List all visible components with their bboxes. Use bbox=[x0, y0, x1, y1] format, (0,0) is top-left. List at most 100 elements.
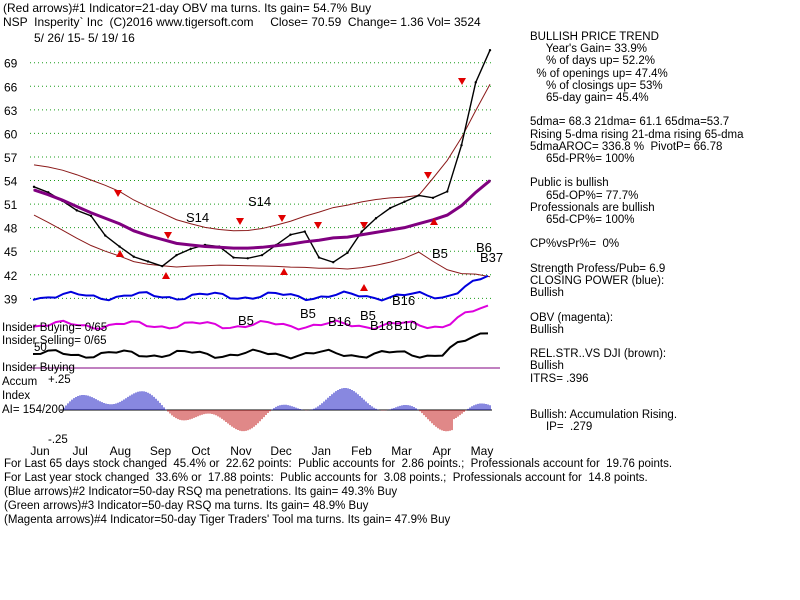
buy-arrow-icon bbox=[430, 218, 438, 225]
stats-line: 5dma= 68.3 21dma= 61.1 65dma=53.7 bbox=[530, 116, 730, 129]
ma-point bbox=[474, 191, 477, 194]
buy-arrow-icon bbox=[162, 272, 170, 279]
x-tick-label: Feb bbox=[351, 444, 372, 458]
y-tick-label: 69 bbox=[4, 57, 18, 71]
ai-label: AI= 154/200 bbox=[2, 404, 65, 416]
buy-arrow-icon bbox=[360, 284, 368, 291]
y-tick-label: 57 bbox=[4, 151, 18, 165]
ma-point bbox=[332, 237, 335, 239]
ma-point bbox=[303, 241, 306, 243]
ma-point bbox=[275, 244, 278, 247]
price-point bbox=[488, 49, 492, 52]
rel-strength-line bbox=[32, 332, 489, 360]
summary-line: For Last year stock changed 33.6% or 17.… bbox=[4, 472, 648, 484]
buy-arrow-icon bbox=[116, 250, 124, 257]
y-tick-label: 39 bbox=[4, 292, 18, 306]
stats-line: CP%vsPr%= 0% bbox=[530, 238, 620, 251]
stats-line: CLOSING POWER (blue): bbox=[530, 275, 665, 287]
stats-line: Rising 5-dma rising 21-dma rising 65-dma bbox=[530, 128, 744, 141]
stats-line: Public is bullish bbox=[530, 177, 609, 190]
price-point bbox=[32, 185, 36, 189]
price-point bbox=[332, 261, 335, 264]
ma-point bbox=[232, 247, 235, 249]
x-tick-label: Jul bbox=[73, 444, 88, 458]
stats-line: Year's Gain= 33.9% bbox=[530, 43, 647, 56]
upper-band bbox=[33, 84, 491, 232]
x-tick-label: Dec bbox=[270, 444, 291, 458]
price-point bbox=[446, 190, 449, 193]
price-point bbox=[146, 260, 150, 263]
x-tick-label: Apr bbox=[432, 444, 451, 458]
sell-arrow-icon bbox=[360, 222, 368, 229]
ma-point bbox=[389, 229, 392, 231]
stats-line: Bullish bbox=[530, 287, 564, 300]
y-tick-label: 66 bbox=[4, 80, 18, 94]
price-point bbox=[460, 143, 463, 147]
ma-point bbox=[318, 239, 320, 242]
sell-arrow-icon bbox=[424, 172, 432, 179]
price-point bbox=[260, 253, 264, 257]
price-point bbox=[346, 251, 349, 255]
lower-band bbox=[33, 214, 491, 278]
stats-line: Professionals are bullish bbox=[530, 201, 655, 214]
price-point bbox=[232, 256, 235, 259]
sell-arrow-icon bbox=[236, 218, 244, 225]
price-point bbox=[246, 257, 249, 260]
ma-point bbox=[75, 205, 78, 208]
x-tick-label: Jun bbox=[30, 444, 49, 458]
summary-line: For Last 65 days stock changed 45.4% or … bbox=[4, 458, 673, 470]
y-tick-label: 60 bbox=[4, 127, 18, 141]
price-point bbox=[289, 233, 292, 236]
ma-point bbox=[147, 234, 149, 237]
ma-point bbox=[118, 222, 121, 225]
ma-point bbox=[289, 243, 292, 245]
stats-line: Bullish bbox=[530, 323, 564, 336]
stats-line: % of closings up= 53% bbox=[530, 79, 663, 92]
ma-point bbox=[246, 247, 249, 249]
y-tick-label: 48 bbox=[4, 222, 18, 236]
ma-point bbox=[90, 211, 92, 214]
summary-line: (Green arrows)#3 Indicator=50-day RSQ ma… bbox=[4, 500, 369, 512]
x-tick-label: Oct bbox=[191, 444, 210, 458]
ma-point bbox=[189, 244, 192, 246]
stats-line: ITRS= .396 bbox=[530, 372, 589, 385]
sell-arrow-icon bbox=[278, 215, 286, 222]
price-point bbox=[89, 214, 93, 218]
ma-point bbox=[346, 236, 349, 238]
ma-point bbox=[460, 204, 463, 207]
date-range: 5/ 26/ 15- 5/ 19/ 16 bbox=[34, 31, 135, 45]
x-tick-label: May bbox=[471, 444, 494, 458]
stats-line: 65d-CP%= 100% bbox=[530, 214, 635, 226]
ma-point bbox=[261, 246, 263, 249]
stats-line: 5dmaAROC= 336.8 % PivotP= 66.78 bbox=[530, 140, 723, 153]
index-label: Index bbox=[2, 390, 31, 402]
stats-line: % of days up= 52.2% bbox=[530, 55, 655, 68]
price-point bbox=[360, 230, 363, 233]
stats-line: Bullish bbox=[530, 360, 564, 373]
y-tick-label: 54 bbox=[4, 175, 18, 189]
summary-line: (Magenta arrows)#4 Indicator=50-day Tige… bbox=[4, 514, 451, 526]
signal-label: B5 bbox=[300, 306, 316, 321]
signal-label: S14 bbox=[248, 194, 271, 209]
price-point bbox=[303, 230, 306, 233]
stats-line: 65d-PR%= 100% bbox=[530, 153, 635, 165]
signal-label: B16 bbox=[392, 293, 415, 308]
price-point bbox=[175, 253, 178, 257]
ma-point bbox=[33, 189, 35, 191]
signal-label: B16 bbox=[328, 314, 351, 329]
price-point bbox=[317, 256, 321, 259]
ma-point bbox=[61, 199, 64, 201]
y-tick-label: 51 bbox=[4, 198, 18, 212]
signal-label: B5 bbox=[360, 308, 376, 323]
price-point bbox=[417, 194, 420, 197]
price-point bbox=[189, 247, 192, 251]
ma-point bbox=[375, 231, 377, 234]
sell-arrow-icon bbox=[164, 232, 172, 239]
stats-line: BULLISH PRICE TREND bbox=[530, 31, 659, 43]
insider-buying-label-2: Insider Buying bbox=[2, 362, 75, 374]
price-point bbox=[161, 264, 164, 268]
stats-line: OBV (magenta): bbox=[530, 311, 614, 324]
price-point bbox=[431, 196, 435, 200]
x-tick-label: Jan bbox=[312, 444, 331, 458]
